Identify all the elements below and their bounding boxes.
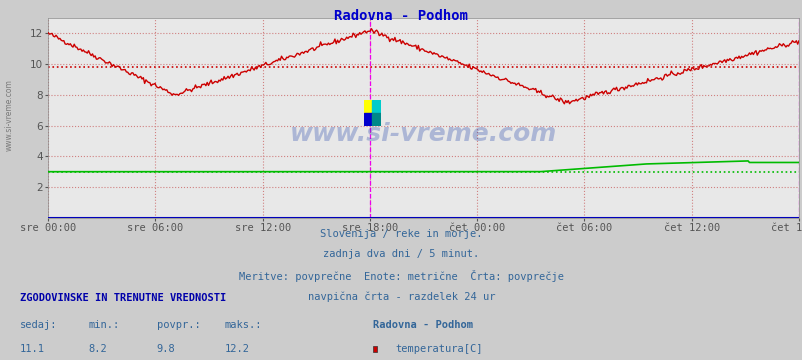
Text: 11.1: 11.1	[20, 344, 45, 354]
Text: maks.:: maks.:	[225, 320, 262, 330]
Bar	[363, 100, 372, 113]
Text: 12.2: 12.2	[225, 344, 249, 354]
Text: 9.8: 9.8	[156, 344, 175, 354]
Text: Slovenija / reke in morje.: Slovenija / reke in morje.	[320, 229, 482, 239]
Text: povpr.:: povpr.:	[156, 320, 200, 330]
Text: temperatura[C]: temperatura[C]	[395, 344, 483, 354]
Text: www.si-vreme.com: www.si-vreme.com	[5, 79, 14, 151]
Bar	[372, 113, 381, 126]
Text: sedaj:: sedaj:	[20, 320, 58, 330]
Text: Radovna - Podhom: Radovna - Podhom	[373, 320, 473, 330]
Text: navpična črta - razdelek 24 ur: navpična črta - razdelek 24 ur	[307, 291, 495, 302]
Text: Meritve: povprečne  Enote: metrične  Črta: povprečje: Meritve: povprečne Enote: metrične Črta:…	[239, 270, 563, 282]
Text: 8.2: 8.2	[88, 344, 107, 354]
Text: Radovna - Podhom: Radovna - Podhom	[334, 9, 468, 23]
Text: zadnja dva dni / 5 minut.: zadnja dva dni / 5 minut.	[323, 249, 479, 260]
Bar	[363, 113, 372, 126]
Text: min.:: min.:	[88, 320, 119, 330]
Text: www.si-vreme.com: www.si-vreme.com	[290, 122, 557, 146]
Text: ZGODOVINSKE IN TRENUTNE VREDNOSTI: ZGODOVINSKE IN TRENUTNE VREDNOSTI	[20, 293, 226, 303]
Bar	[372, 100, 381, 113]
